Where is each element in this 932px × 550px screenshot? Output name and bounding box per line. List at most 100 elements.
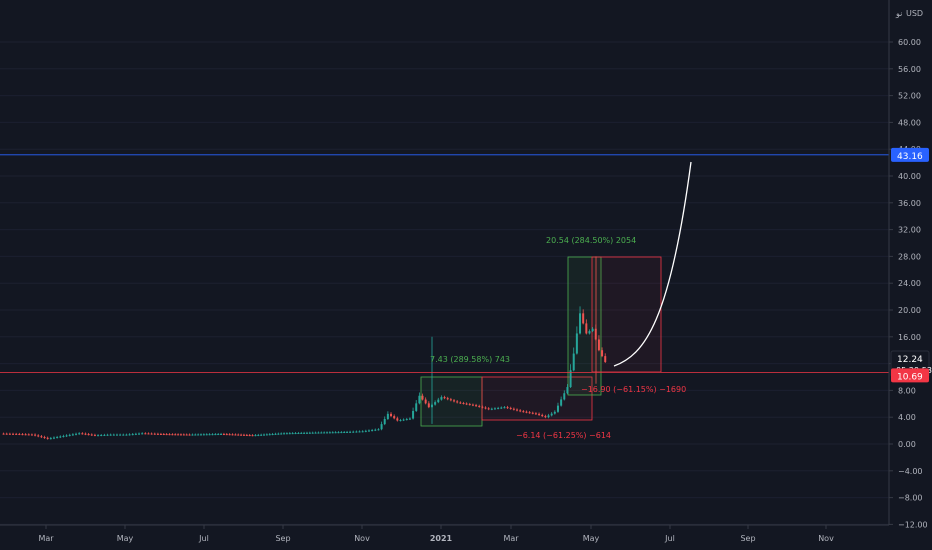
range1-up-label: 7.43 (289.58%) 743 <box>430 355 510 364</box>
candle-body <box>572 353 575 371</box>
candle-body <box>245 434 248 436</box>
candle-body <box>311 432 314 434</box>
candle-body <box>283 433 286 435</box>
candle-body <box>119 434 122 436</box>
candle-body <box>18 433 21 435</box>
candle-body <box>560 399 563 406</box>
x-tick-label: May <box>583 534 600 543</box>
candle-body <box>27 434 30 436</box>
candle-body <box>487 408 490 410</box>
candle-body <box>364 430 367 432</box>
candle-body <box>547 415 550 418</box>
candle-body <box>52 437 55 439</box>
candle-body <box>288 433 291 435</box>
candle-body <box>481 406 484 408</box>
candle-body <box>211 434 214 436</box>
candle-body <box>380 424 383 430</box>
y-tick-label: −8.00 <box>898 494 923 503</box>
candle-body <box>579 313 582 334</box>
candle-body <box>171 434 174 436</box>
candle-body <box>503 407 506 409</box>
x-tick-label: 2021 <box>430 534 453 543</box>
candle-body <box>390 413 393 417</box>
candle-body <box>268 434 271 436</box>
candle-body <box>5 433 8 435</box>
candle-body <box>550 413 553 416</box>
range2-up-label: 20.54 (284.50%) 2054 <box>546 236 636 245</box>
candle-body <box>591 328 594 332</box>
candle-body <box>8 433 11 435</box>
candle-body <box>100 435 103 437</box>
candle-body <box>168 434 171 436</box>
candle-body <box>303 432 306 434</box>
candle-body <box>220 433 223 435</box>
candle-body <box>191 434 194 436</box>
badge-red-line-text: 10.69 <box>897 372 923 382</box>
candle-body <box>512 408 515 410</box>
candle-body <box>234 434 237 436</box>
candle-body <box>601 350 604 357</box>
candle-body <box>291 433 294 435</box>
candle-body <box>506 407 509 409</box>
candle-body <box>115 434 118 436</box>
price-axis[interactable] <box>889 0 932 550</box>
candle-body <box>106 434 109 436</box>
candle-body <box>208 434 211 436</box>
candle-body <box>2 433 5 435</box>
candle-body <box>188 434 191 436</box>
candle-body <box>225 434 228 436</box>
candle-body <box>280 433 283 435</box>
candle-body <box>534 413 537 415</box>
candle-body <box>109 434 112 436</box>
candle-body <box>300 432 303 434</box>
candle-body <box>185 434 188 436</box>
candle-body <box>424 399 427 404</box>
candle-body <box>317 432 320 434</box>
candle-body <box>138 433 141 435</box>
candle-body <box>371 430 374 432</box>
x-tick-label: May <box>117 534 134 543</box>
candle-body <box>421 395 424 400</box>
candle-body <box>248 435 251 437</box>
candle-body <box>415 403 418 411</box>
y-tick-label: 28.00 <box>898 252 921 261</box>
y-tick-label: 20.00 <box>898 306 921 315</box>
candle-body <box>449 399 452 401</box>
candle-body <box>174 434 177 436</box>
candle-body <box>358 431 361 433</box>
candle-body <box>575 333 578 354</box>
candle-body <box>257 434 260 436</box>
candle-body <box>553 411 556 414</box>
candle-body <box>162 434 165 436</box>
candle-body <box>343 432 346 434</box>
candle-body <box>285 433 288 435</box>
price-badges: 43.16 12.24 05:29:53 10.69 <box>890 147 932 383</box>
candle-body <box>228 434 231 436</box>
candle-body <box>297 432 300 434</box>
candle-body <box>323 432 326 434</box>
candle-body <box>254 435 257 437</box>
range1-down-box <box>481 376 593 421</box>
candle-body <box>125 434 128 436</box>
candle-body <box>81 433 84 435</box>
candle-body <box>147 433 150 435</box>
candle-body <box>194 434 197 436</box>
candle-body <box>65 435 68 437</box>
candle-body <box>427 403 430 408</box>
candle-body <box>349 431 352 433</box>
candle-body <box>112 434 115 436</box>
x-tick-label: Jul <box>198 534 209 543</box>
candle-body <box>500 407 503 409</box>
candle-body <box>346 431 349 433</box>
projection-curve <box>613 161 692 367</box>
candle-body <box>159 433 162 435</box>
candle-body <box>305 432 308 434</box>
candle-body <box>412 410 415 419</box>
candle-body <box>456 401 459 403</box>
candle-body <box>59 436 62 438</box>
range1-down-label: −6.14 (−61.25%) −614 <box>516 431 611 440</box>
candle-body <box>37 435 40 437</box>
candle-body <box>103 434 106 436</box>
candle-body <box>177 434 180 436</box>
